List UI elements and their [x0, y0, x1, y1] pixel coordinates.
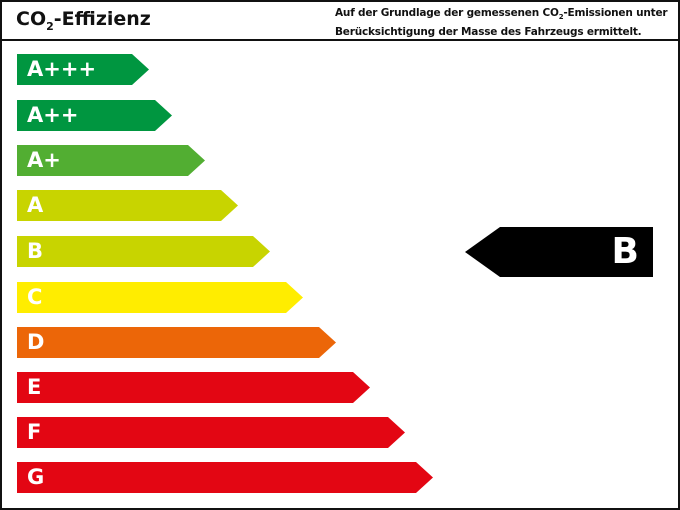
class-label: A+++	[27, 57, 97, 81]
class-bar-aplusplus: A++	[17, 100, 172, 131]
class-bar-g: G	[17, 462, 433, 493]
desc-line1-b: -Emissionen unter	[563, 7, 668, 19]
desc-line2: Berücksichtigung der Masse des Fahrzeugs…	[335, 26, 642, 39]
class-label: F	[27, 420, 42, 444]
bar-arrow-shape	[17, 54, 149, 85]
desc-line1-a: Auf der Grundlage der gemessenen CO	[335, 7, 559, 19]
class-label: D	[27, 330, 45, 354]
class-label: A	[27, 193, 44, 217]
class-label: B	[27, 239, 44, 263]
class-label: E	[27, 375, 42, 399]
bar-arrow-shape	[17, 100, 172, 131]
header: CO2-Effizienz Auf der Grundlage der geme…	[2, 2, 678, 41]
bar-arrow-shape	[17, 417, 405, 448]
class-label: A++	[27, 103, 79, 127]
class-bar-c: C	[17, 282, 303, 313]
bar-arrow-shape	[17, 145, 205, 176]
bar-arrow-shape	[17, 462, 433, 493]
bar-arrow-shape	[17, 372, 370, 403]
bar-arrow-shape	[17, 327, 336, 358]
label-title: CO2-Effizienz	[16, 8, 151, 33]
class-bar-d: D	[17, 327, 336, 358]
class-bar-aplusplusplus: A+++	[17, 54, 149, 85]
rating-label: B	[611, 231, 639, 272]
class-bar-e: E	[17, 372, 370, 403]
bar-arrow-shape	[17, 236, 270, 267]
title-suffix: -Effizienz	[53, 8, 151, 30]
rating-arrow: B	[465, 227, 653, 277]
class-label: G	[27, 465, 45, 489]
desc-subscript: 2	[558, 13, 564, 22]
class-bar-f: F	[17, 417, 405, 448]
class-bar-aplus: A+	[17, 145, 205, 176]
class-label: C	[27, 285, 43, 309]
rating-arrow-shape	[465, 227, 653, 277]
bar-arrow-shape	[17, 190, 238, 221]
class-label: A+	[27, 148, 61, 172]
label-description: Auf der Grundlage der gemessenen CO2-Emi…	[335, 6, 668, 40]
bar-arrow-shape	[17, 282, 303, 313]
class-bar-b: B	[17, 236, 270, 267]
title-subscript: 2	[46, 19, 54, 33]
title-prefix: CO	[16, 8, 47, 30]
class-bar-a: A	[17, 190, 238, 221]
